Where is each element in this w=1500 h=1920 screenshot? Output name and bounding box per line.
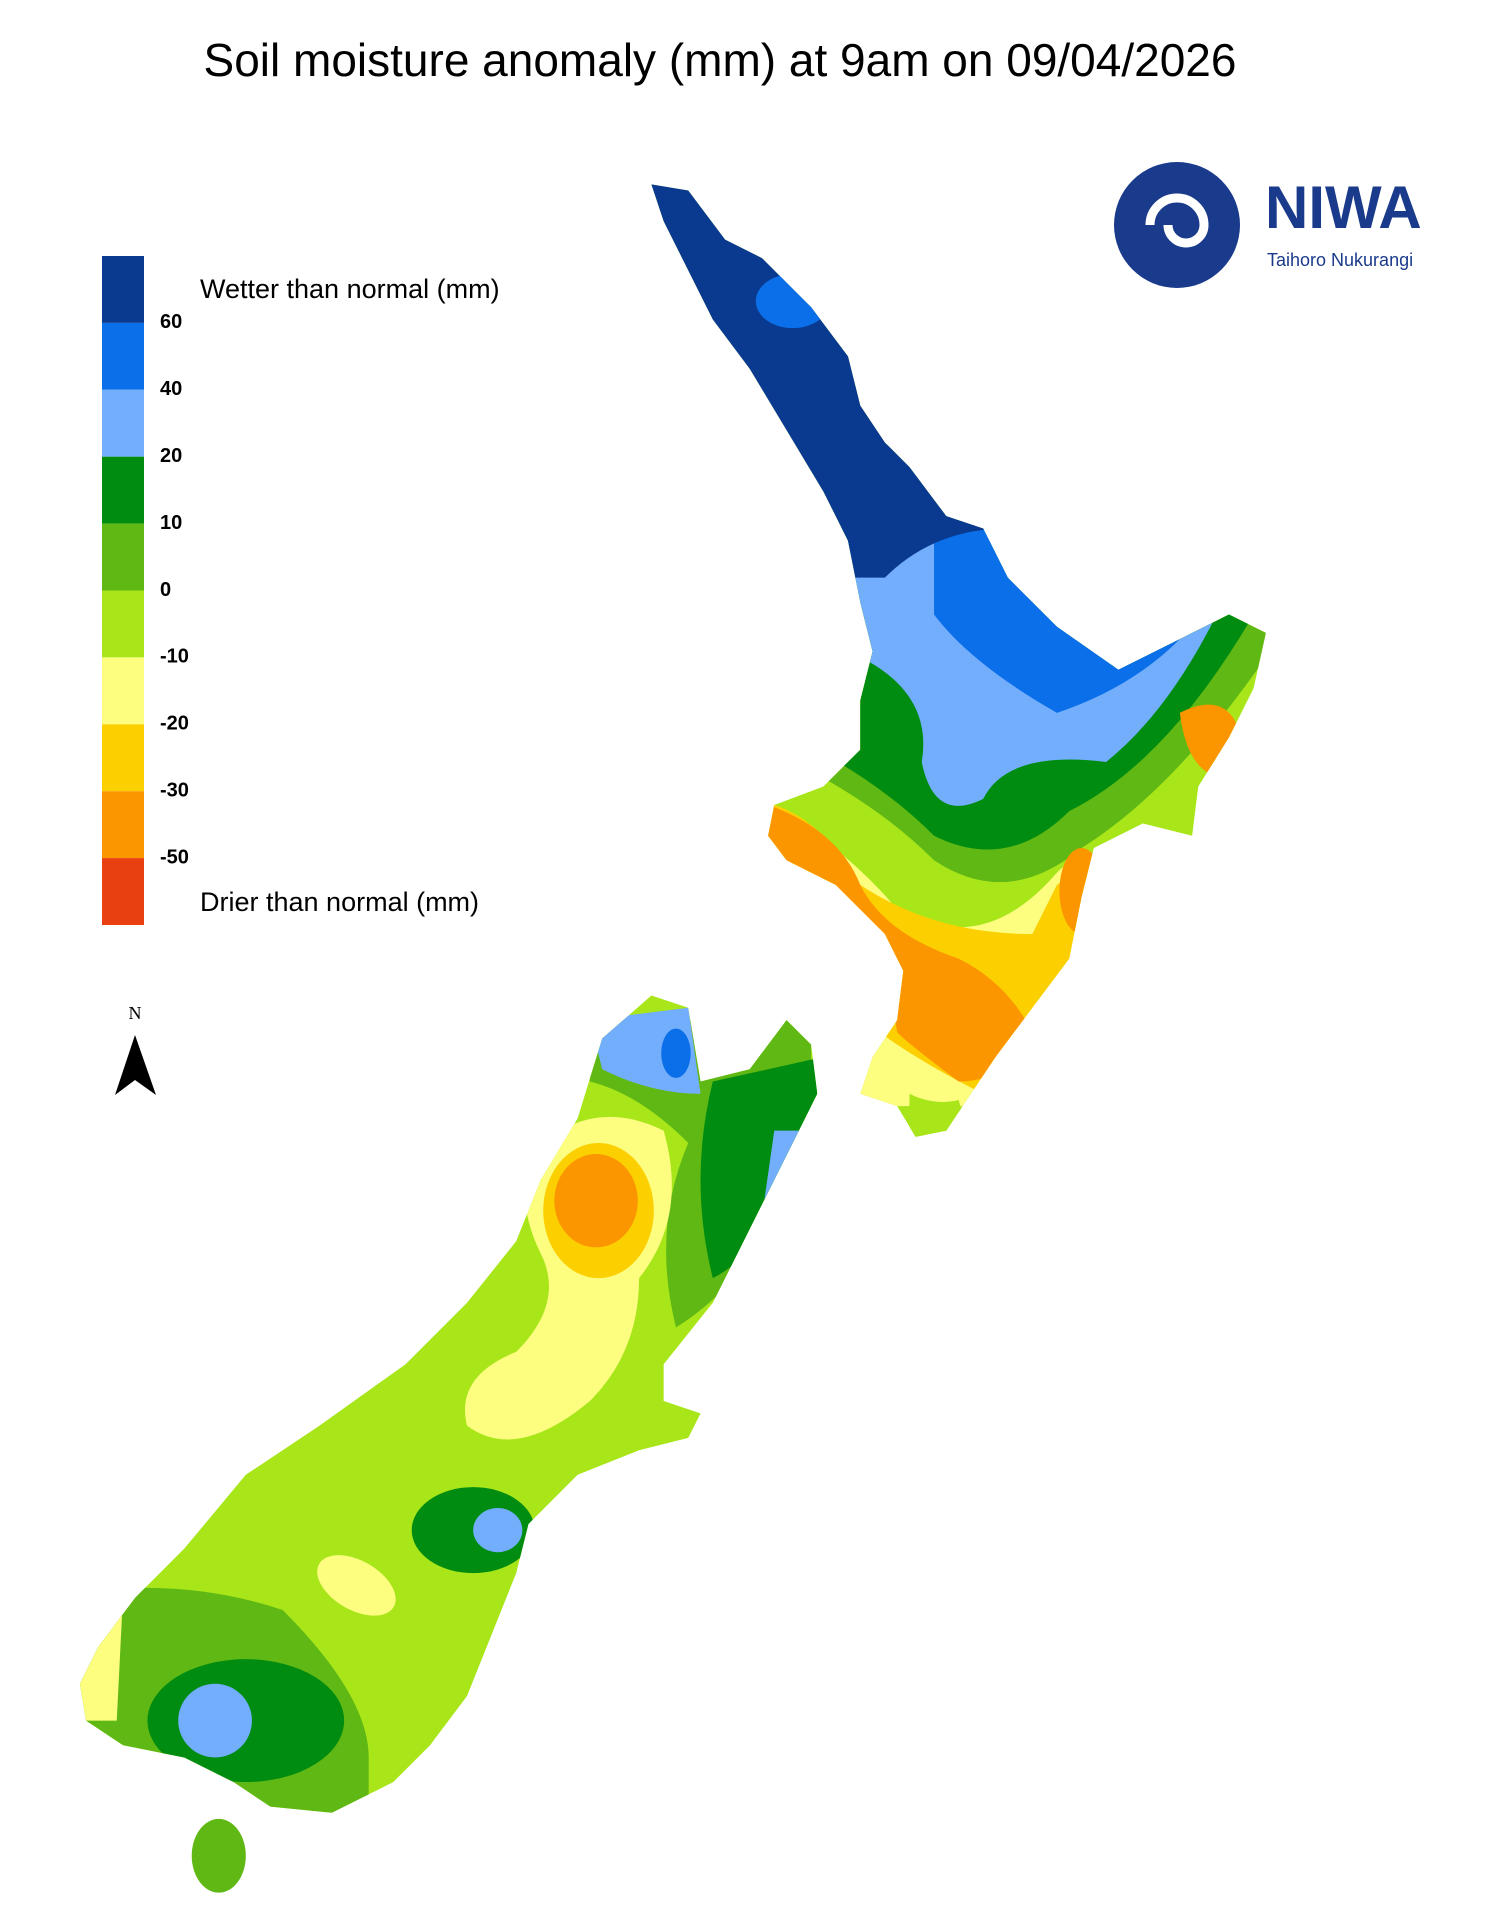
legend-tick-label: 40 xyxy=(160,378,182,400)
map xyxy=(79,184,1266,1893)
legend-bottom-label: Drier than normal (mm) xyxy=(200,887,479,917)
legend-tick-label: -30 xyxy=(160,779,189,801)
legend: Wetter than normal (mm) Drier than norma… xyxy=(102,256,500,925)
north-arrow-icon xyxy=(115,1035,156,1095)
legend-top-label: Wetter than normal (mm) xyxy=(200,274,500,304)
logo-name: NIWA xyxy=(1265,174,1422,241)
legend-swatch xyxy=(102,523,144,591)
logo: NIWA Taihoro Nukurangi xyxy=(1114,162,1422,288)
legend-swatch xyxy=(102,389,144,457)
south-island xyxy=(79,995,818,1813)
legend-swatch xyxy=(102,657,144,725)
north-arrow: N xyxy=(115,1003,156,1095)
map-title: Soil moisture anomaly (mm) at 9am on 09/… xyxy=(204,34,1237,86)
legend-tick-label: -10 xyxy=(160,646,189,668)
legend-tick-label: 20 xyxy=(160,445,182,467)
legend-tick-label: 60 xyxy=(160,311,182,333)
logo-tagline: Taihoro Nukurangi xyxy=(1267,250,1413,270)
legend-swatch xyxy=(102,858,144,925)
legend-swatch xyxy=(102,456,144,524)
stewart-island xyxy=(191,1818,246,1893)
legend-swatch xyxy=(102,256,144,323)
legend-tick-label: 10 xyxy=(160,512,182,534)
legend-tick-label: 0 xyxy=(160,579,171,601)
legend-swatch xyxy=(102,791,144,859)
legend-swatch xyxy=(102,590,144,658)
legend-swatch xyxy=(102,322,144,390)
north-island xyxy=(651,184,1266,1137)
north-label: N xyxy=(129,1003,142,1023)
legend-swatch xyxy=(102,724,144,792)
legend-tick-label: -20 xyxy=(160,713,189,735)
legend-tick-label: -50 xyxy=(160,846,189,868)
